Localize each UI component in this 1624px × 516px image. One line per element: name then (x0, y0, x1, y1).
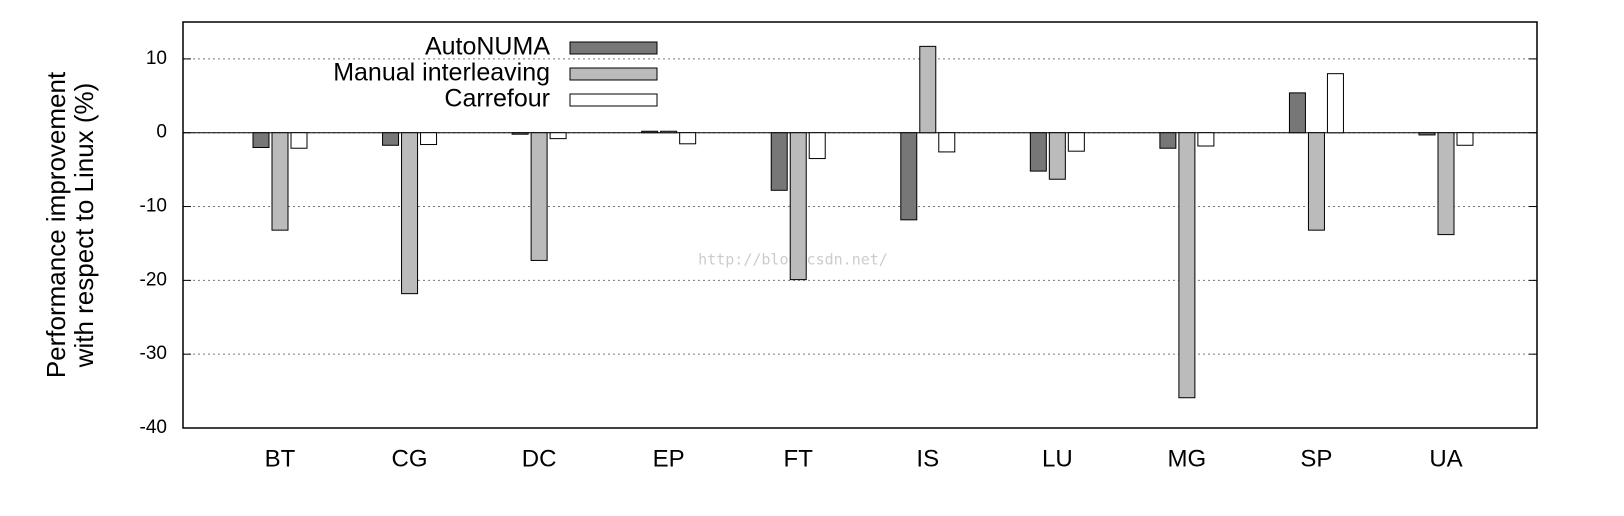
bar (1418, 132, 1436, 136)
bar (1029, 132, 1047, 172)
y-tick-label: 10 (146, 48, 167, 69)
plot-frame (182, 21, 1538, 429)
y-tick-label: -10 (140, 196, 167, 217)
bar (641, 130, 659, 134)
x-tick-label: EP (653, 445, 685, 472)
y-axis-label: with respect to Linux (%) (69, 83, 99, 369)
y-axis-label: Performance improvement (41, 71, 71, 378)
bar (770, 132, 788, 191)
bar (1048, 132, 1066, 180)
legend-label: Manual interleaving (333, 59, 550, 87)
x-tick-label: MG (1168, 445, 1207, 472)
bar (271, 132, 289, 231)
x-tick-label: CG (392, 445, 428, 472)
legend-swatch (569, 93, 658, 107)
x-tick-label: FT (784, 445, 814, 472)
x-tick-label: IS (916, 445, 939, 472)
y-tick-label: 0 (156, 122, 167, 143)
bar (789, 132, 807, 281)
bar (401, 132, 419, 295)
y-tick-label: -30 (140, 343, 167, 364)
bar (660, 130, 678, 134)
bar (1178, 132, 1196, 399)
bar (1159, 132, 1177, 149)
bar (1067, 132, 1085, 152)
bar (549, 132, 567, 140)
bar (382, 132, 400, 146)
bar (420, 132, 438, 146)
x-tick-label: DC (522, 445, 557, 472)
bar (1456, 132, 1474, 146)
legend-swatch (569, 41, 658, 55)
bar (1437, 132, 1455, 236)
bar (808, 132, 826, 160)
x-tick-label: LU (1042, 445, 1073, 472)
bar (1288, 92, 1306, 134)
x-tick-label: BT (265, 445, 296, 472)
bar (1326, 73, 1344, 134)
y-tick-label: -40 (140, 417, 167, 438)
bar (938, 132, 956, 153)
x-tick-label: UA (1429, 445, 1462, 472)
bar (1197, 132, 1215, 147)
bar (530, 132, 548, 261)
legend-swatch (569, 67, 658, 81)
legend-label: AutoNUMA (425, 33, 550, 61)
bar (1307, 132, 1325, 231)
bar (900, 132, 918, 221)
bar (290, 132, 308, 149)
y-tick-label: -20 (140, 269, 167, 290)
bar (252, 132, 270, 148)
bar (511, 132, 529, 135)
legend-label: Carrefour (444, 85, 550, 113)
bar (679, 132, 697, 145)
x-tick-label: SP (1300, 445, 1332, 472)
bar (919, 45, 937, 134)
